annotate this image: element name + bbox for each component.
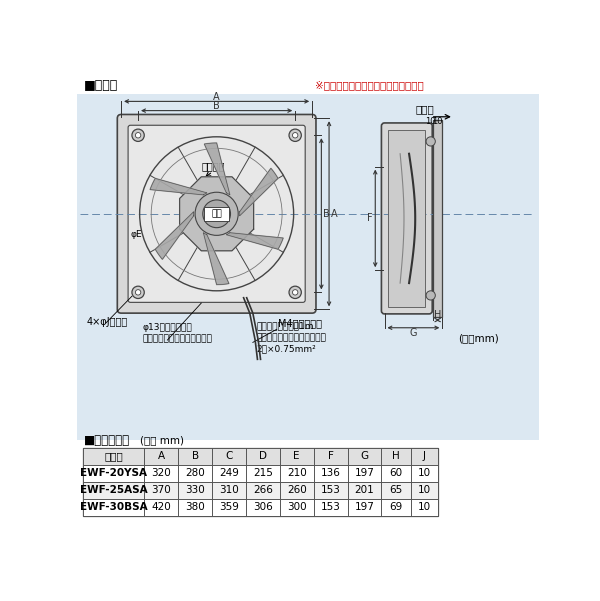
Bar <box>83 465 439 482</box>
Polygon shape <box>239 168 278 216</box>
Text: 10: 10 <box>418 485 431 495</box>
Text: 風方向: 風方向 <box>416 104 434 114</box>
Circle shape <box>289 286 301 299</box>
Text: A: A <box>214 92 220 102</box>
Text: 310: 310 <box>219 485 239 495</box>
Text: 320: 320 <box>151 468 171 478</box>
Text: ■外形図: ■外形図 <box>84 79 118 92</box>
Circle shape <box>203 200 230 228</box>
Circle shape <box>136 290 141 295</box>
Text: 260: 260 <box>287 485 307 495</box>
Bar <box>77 72 539 94</box>
Text: G: G <box>410 328 417 338</box>
Circle shape <box>136 133 141 138</box>
Circle shape <box>426 291 436 300</box>
Text: 153: 153 <box>320 485 341 495</box>
Bar <box>77 440 539 535</box>
Text: 10: 10 <box>418 468 431 478</box>
Polygon shape <box>179 177 254 251</box>
Text: 65: 65 <box>389 485 403 495</box>
Polygon shape <box>150 178 207 195</box>
Bar <box>205 207 229 221</box>
Text: 300: 300 <box>287 502 307 512</box>
Text: 330: 330 <box>185 485 205 495</box>
Text: M4アースねじ: M4アースねじ <box>278 318 322 328</box>
Text: φC: φC <box>241 213 254 222</box>
Bar <box>77 94 539 440</box>
Text: 銘板: 銘板 <box>211 209 222 218</box>
Text: ※外観は機種により多少異なります。: ※外観は機種により多少異なります。 <box>315 80 424 90</box>
Text: 201: 201 <box>355 485 374 495</box>
Text: (単位 mm): (単位 mm) <box>140 435 184 445</box>
Text: EWF-25ASA: EWF-25ASA <box>80 485 147 495</box>
Bar <box>83 448 439 465</box>
Text: 197: 197 <box>355 468 374 478</box>
Text: EWF-30BSA: EWF-30BSA <box>80 502 147 512</box>
Text: B: B <box>323 209 330 219</box>
Bar <box>83 482 439 499</box>
Text: 197: 197 <box>355 502 374 512</box>
Text: 電源コード有効長1m
ビニルキャブタイヤケーブル
2芯×0.75mm²: 電源コード有効長1m ビニルキャブタイヤケーブル 2芯×0.75mm² <box>257 321 326 353</box>
Text: A: A <box>331 209 338 219</box>
Text: 10: 10 <box>433 117 443 126</box>
FancyBboxPatch shape <box>388 130 425 307</box>
Text: 69: 69 <box>389 502 403 512</box>
Text: B: B <box>191 451 199 462</box>
Text: 136: 136 <box>320 468 341 478</box>
Text: J: J <box>423 451 426 462</box>
Text: 回転方向: 回転方向 <box>201 161 224 171</box>
Text: B: B <box>213 101 220 111</box>
Text: 370: 370 <box>151 485 171 495</box>
Circle shape <box>195 192 238 236</box>
Text: φE: φE <box>130 230 142 239</box>
Text: ■変化寸法表: ■変化寸法表 <box>84 434 130 447</box>
Text: C: C <box>225 451 233 462</box>
Text: 380: 380 <box>185 502 205 512</box>
Polygon shape <box>205 143 230 195</box>
Circle shape <box>426 137 436 146</box>
Text: 215: 215 <box>253 468 273 478</box>
Polygon shape <box>155 212 194 260</box>
Circle shape <box>289 129 301 141</box>
Text: 形　名: 形 名 <box>104 451 123 462</box>
FancyBboxPatch shape <box>382 123 432 314</box>
Text: H: H <box>392 451 400 462</box>
Text: (単位mm): (単位mm) <box>458 333 499 343</box>
Circle shape <box>132 286 144 299</box>
FancyBboxPatch shape <box>118 114 316 313</box>
Text: 249: 249 <box>219 468 239 478</box>
Text: 210: 210 <box>287 468 307 478</box>
Text: 280: 280 <box>185 468 205 478</box>
Text: D: D <box>259 451 267 462</box>
Bar <box>83 499 439 516</box>
Bar <box>433 120 442 317</box>
Polygon shape <box>226 233 283 249</box>
Text: H: H <box>434 310 442 320</box>
Circle shape <box>132 129 144 141</box>
Text: A: A <box>158 451 165 462</box>
Text: G: G <box>361 451 368 462</box>
Text: 153: 153 <box>320 502 341 512</box>
Text: EWF-20YSA: EWF-20YSA <box>80 468 147 478</box>
Text: φ13ノックアウト
電動シャッターコード取出用: φ13ノックアウト 電動シャッターコード取出用 <box>143 323 212 344</box>
Text: 420: 420 <box>151 502 171 512</box>
Text: F: F <box>367 213 373 224</box>
Text: E: E <box>293 451 300 462</box>
Text: 359: 359 <box>219 502 239 512</box>
Text: 266: 266 <box>253 485 273 495</box>
FancyBboxPatch shape <box>128 125 305 302</box>
Bar <box>83 448 439 516</box>
Circle shape <box>292 133 298 138</box>
Text: 306: 306 <box>253 502 273 512</box>
Circle shape <box>213 210 220 218</box>
Text: 10: 10 <box>418 502 431 512</box>
Polygon shape <box>203 233 229 285</box>
Text: 4×φJ取付穴: 4×φJ取付穴 <box>86 317 128 327</box>
Text: 10: 10 <box>425 117 435 126</box>
Text: F: F <box>328 451 334 462</box>
Text: φD: φD <box>241 221 254 230</box>
Circle shape <box>292 290 298 295</box>
Text: 60: 60 <box>389 468 403 478</box>
